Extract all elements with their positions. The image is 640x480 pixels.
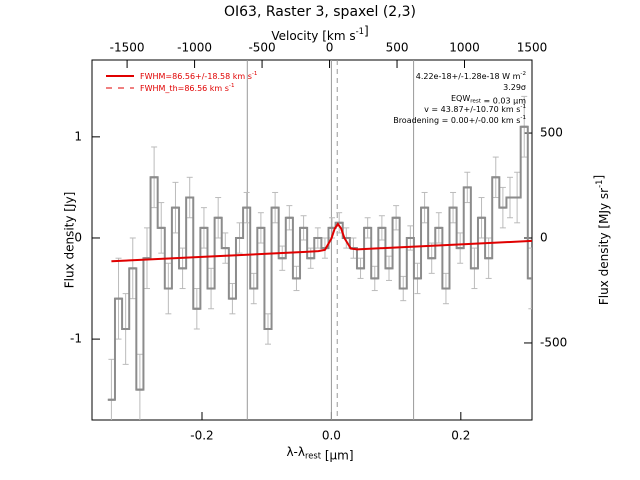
x2-tick-label: 500 <box>386 41 409 55</box>
x2-tick-label: 1000 <box>449 41 480 55</box>
y-tick-label: -1 <box>70 332 82 346</box>
superscript: -1 <box>520 114 526 120</box>
legend-label: FWHM=86.56+/-18.58 km s-1 <box>140 70 258 80</box>
superscript: -1 <box>356 26 364 36</box>
text-part: 3.29σ <box>503 83 526 92</box>
x-tick-label: -0.2 <box>190 429 213 443</box>
annotation: v = 43.87+/-10.70 km s-1 <box>424 103 526 113</box>
annotation: 4.22e-18+/-1.28e-18 W m-2 <box>416 70 526 80</box>
legend-label: FWHM_th=86.56 km s-1 <box>140 82 235 92</box>
text-part: FWHM=86.56+/-18.58 km s <box>140 72 252 81</box>
text-part: [µm] <box>321 448 354 462</box>
text-part: ] <box>364 24 369 38</box>
superscript: -1 <box>229 82 235 88</box>
y-tick-label: 0 <box>74 230 82 244</box>
chart-title: OI63, Raster 3, spaxel (2,3) <box>224 4 416 20</box>
text-part: = 0.03 µm <box>481 96 526 105</box>
x-tick-label: 0.2 <box>451 429 470 443</box>
plot-frame <box>91 59 533 421</box>
y2-tick-label: 500 <box>540 126 563 140</box>
y2-axis-label: Flux density [MJy sr-1] <box>592 175 611 305</box>
text-part: EQW <box>451 94 470 103</box>
text-part: Broadening = 0.00+/-0.00 km s <box>393 116 520 125</box>
plot-content <box>107 60 532 420</box>
annotation: EQWrest = 0.03 µm <box>451 94 526 105</box>
x-tick-label: 0.0 <box>322 429 341 443</box>
y-tick-label: 1 <box>74 129 82 143</box>
x2-tick-label: -1000 <box>177 41 212 55</box>
x2-tick-label: 1500 <box>517 41 548 55</box>
x-axis-label: λ-λrest [µm] <box>286 445 353 463</box>
text-part: Velocity [km s <box>271 29 355 43</box>
superscript: -1 <box>252 70 258 76</box>
text-part: v = 43.87+/-10.70 km s <box>424 105 520 114</box>
y-axis-label: Flux density [Jy] <box>63 192 77 289</box>
x2-tick-label: -1500 <box>110 41 145 55</box>
text-part: λ-λ <box>286 445 305 459</box>
x2-tick-label: 0 <box>326 41 334 55</box>
subscript: rest <box>470 98 482 104</box>
text-part: ] <box>592 175 606 180</box>
superscript: -1 <box>594 180 604 188</box>
superscript: -2 <box>520 70 526 76</box>
fit-line <box>111 222 532 263</box>
annotation: Broadening = 0.00+/-0.00 km s-1 <box>393 114 526 124</box>
x2-tick-label: -500 <box>248 41 275 55</box>
annotation: 3.29σ <box>503 83 526 92</box>
text-part: FWHM_th=86.56 km s <box>140 84 229 93</box>
y2-tick-label: -500 <box>540 335 567 349</box>
superscript: -1 <box>520 103 526 109</box>
text-part: 4.22e-18+/-1.28e-18 W m <box>416 72 521 81</box>
x2-axis-label: Velocity [km s-1] <box>271 24 368 43</box>
subscript: rest <box>305 450 322 460</box>
text-part: Flux density [MJy sr <box>597 188 611 305</box>
y2-tick-label: 0 <box>540 231 548 245</box>
